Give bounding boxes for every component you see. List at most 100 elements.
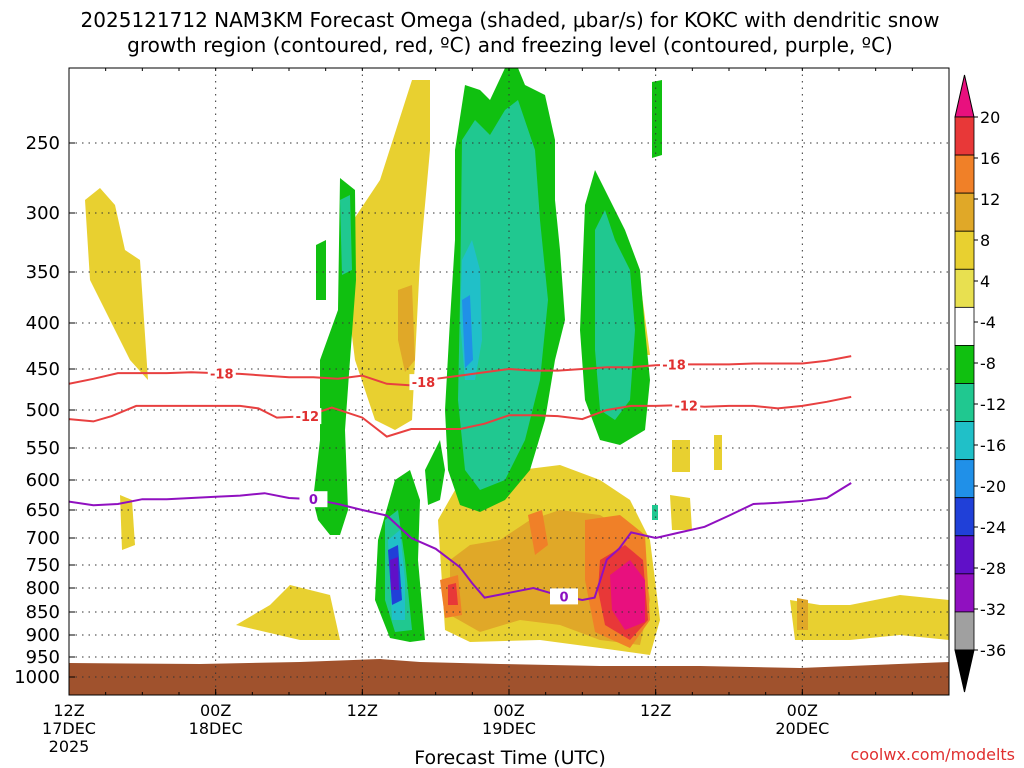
colorbar-box-6 <box>954 345 975 384</box>
shading-magenta-1 <box>610 560 645 630</box>
y-tick-label-750: 750 <box>26 555 60 576</box>
colorbar-box-3 <box>954 230 975 270</box>
colorbar-label-5: -4 <box>980 313 996 332</box>
x-tick-date-3: 19DEC <box>482 719 536 738</box>
y-tick-label-800: 800 <box>26 578 60 599</box>
colorbar-box-10 <box>954 497 975 537</box>
shading-yellow-10 <box>714 435 722 470</box>
shading-blue-1 <box>462 295 473 368</box>
shading-yellow-9 <box>672 440 690 472</box>
shading-green-7 <box>652 80 662 158</box>
colorbar-label-12: -32 <box>980 600 1006 619</box>
colorbar-label-4: 4 <box>980 272 990 291</box>
colorbar-label-11: -28 <box>980 559 1006 578</box>
colorbar-label-3: 8 <box>980 231 990 250</box>
contour-label-zero-bg-1 <box>550 588 578 605</box>
colorbar-label-9: -20 <box>980 477 1006 496</box>
x-tick-date-0: 17DEC <box>42 719 96 738</box>
colorbar-label-2: 12 <box>980 190 1000 209</box>
colorbar-box-5 <box>954 306 975 346</box>
colorbar-label-13: -36 <box>980 641 1006 660</box>
terrain-ground <box>69 659 949 695</box>
shading-yellow-7 <box>120 495 135 550</box>
x-tick-label-5: 00Z <box>787 701 818 720</box>
y-tick-label-450: 450 <box>26 359 60 380</box>
x-tick-date-1: 18DEC <box>189 719 243 738</box>
colorbar-box-2 <box>954 192 975 232</box>
colorbar-top-arrow <box>954 74 975 118</box>
y-tick-label-350: 350 <box>26 262 60 283</box>
shading-purple-1 <box>390 557 399 590</box>
contour-labels: -18 -18 -18 -12 -12 0 0 <box>207 356 701 605</box>
y-axis: 2503003504004505005506006507007508008509… <box>14 133 75 688</box>
colorbar-label-6: -8 <box>980 354 996 373</box>
y-tick-label-400: 400 <box>26 313 60 334</box>
contour-label-zero-bg-0 <box>299 491 328 508</box>
contour-label-minus18-bg-2 <box>660 356 688 373</box>
contour-label-minus12-bg-1 <box>672 397 701 414</box>
contour-label-minus12-0: -12 <box>296 410 320 425</box>
shading-yellow-8 <box>670 495 692 530</box>
plot-area: -18 -18 -18 -12 -12 0 0 <box>68 67 950 696</box>
contour-label-minus18-bg-1 <box>409 374 438 391</box>
y-tick-label-700: 700 <box>26 528 60 549</box>
colorbar-box-9 <box>954 459 975 499</box>
contour-label-zero-1: 0 <box>559 590 568 605</box>
contour-label-minus18-0: -18 <box>210 367 234 382</box>
contour-freezing-level <box>69 482 852 602</box>
shading-red-2 <box>448 583 458 605</box>
contour-label-zero-0: 0 <box>309 493 318 508</box>
x-tick-label-0: 12Z <box>53 701 84 720</box>
y-tick-label-300: 300 <box>26 203 60 224</box>
colorbar: 20 16 12 8 4 -4 -8 -12 -16 -20 -24 -28 -32 -36 <box>954 74 1006 693</box>
contour-label-minus18-bg-0 <box>207 365 236 382</box>
y-tick-label-500: 500 <box>26 400 60 421</box>
chart-title-line2: growth region (contoured, red, ºC) and f… <box>127 33 893 57</box>
x-tick-label-2: 12Z <box>347 701 378 720</box>
y-tick-label-850: 850 <box>26 602 60 623</box>
shading-yellow-6 <box>790 595 949 640</box>
shading-orange-5 <box>398 285 415 372</box>
shading-yellow-4 <box>236 585 340 640</box>
colorbar-label-0: 20 <box>980 108 1000 127</box>
colorbar-label-1: 16 <box>980 149 1000 168</box>
contour-minus18 <box>69 355 852 387</box>
y-tick-label-250: 250 <box>26 133 60 154</box>
shading-green-6 <box>316 240 326 300</box>
colorbar-label-10: -24 <box>980 518 1006 537</box>
colorbar-box-7 <box>954 383 975 422</box>
x-tick-label-4: 12Z <box>640 701 671 720</box>
x-tick-year-0: 2025 <box>49 737 90 756</box>
shading-teal-1 <box>458 100 548 490</box>
colorbar-bottom-arrow <box>954 649 975 693</box>
colorbar-label-8: -16 <box>980 436 1006 455</box>
contour-label-minus12-1: -12 <box>674 399 698 414</box>
x-tick-label-3: 00Z <box>493 701 524 720</box>
contour-label-minus12-bg-0 <box>293 408 322 425</box>
y-tick-label-550: 550 <box>26 438 60 459</box>
credit-text: coolwx.com/modelts <box>851 745 1015 764</box>
contour-label-minus18-2: -18 <box>662 359 686 374</box>
shading-orange-3 <box>528 510 548 555</box>
y-tick-label-650: 650 <box>26 500 60 521</box>
chart-title-line1: 2025121712 NAM3KM Forecast Omega (shaded… <box>81 8 940 32</box>
contour-label-minus18-1: -18 <box>412 376 436 391</box>
x-tick-label-1: 00Z <box>200 701 231 720</box>
colorbar-box-8 <box>954 421 975 461</box>
x-tick-date-5: 20DEC <box>775 719 829 738</box>
contour-lines <box>69 355 852 602</box>
colorbar-box-0 <box>954 116 975 156</box>
y-tick-label-600: 600 <box>26 470 60 491</box>
colorbar-label-7: -12 <box>980 395 1006 414</box>
y-tick-label-950: 950 <box>26 647 60 668</box>
y-tick-label-900: 900 <box>26 625 60 646</box>
shading-yellow-1 <box>85 188 148 380</box>
colorbar-box-13 <box>954 611 975 651</box>
colorbar-box-1 <box>954 154 975 194</box>
shading-green-8 <box>652 505 658 520</box>
y-tick-label-1000: 1000 <box>14 667 60 688</box>
omega-shading <box>85 68 949 655</box>
shading-green-5 <box>425 440 445 505</box>
